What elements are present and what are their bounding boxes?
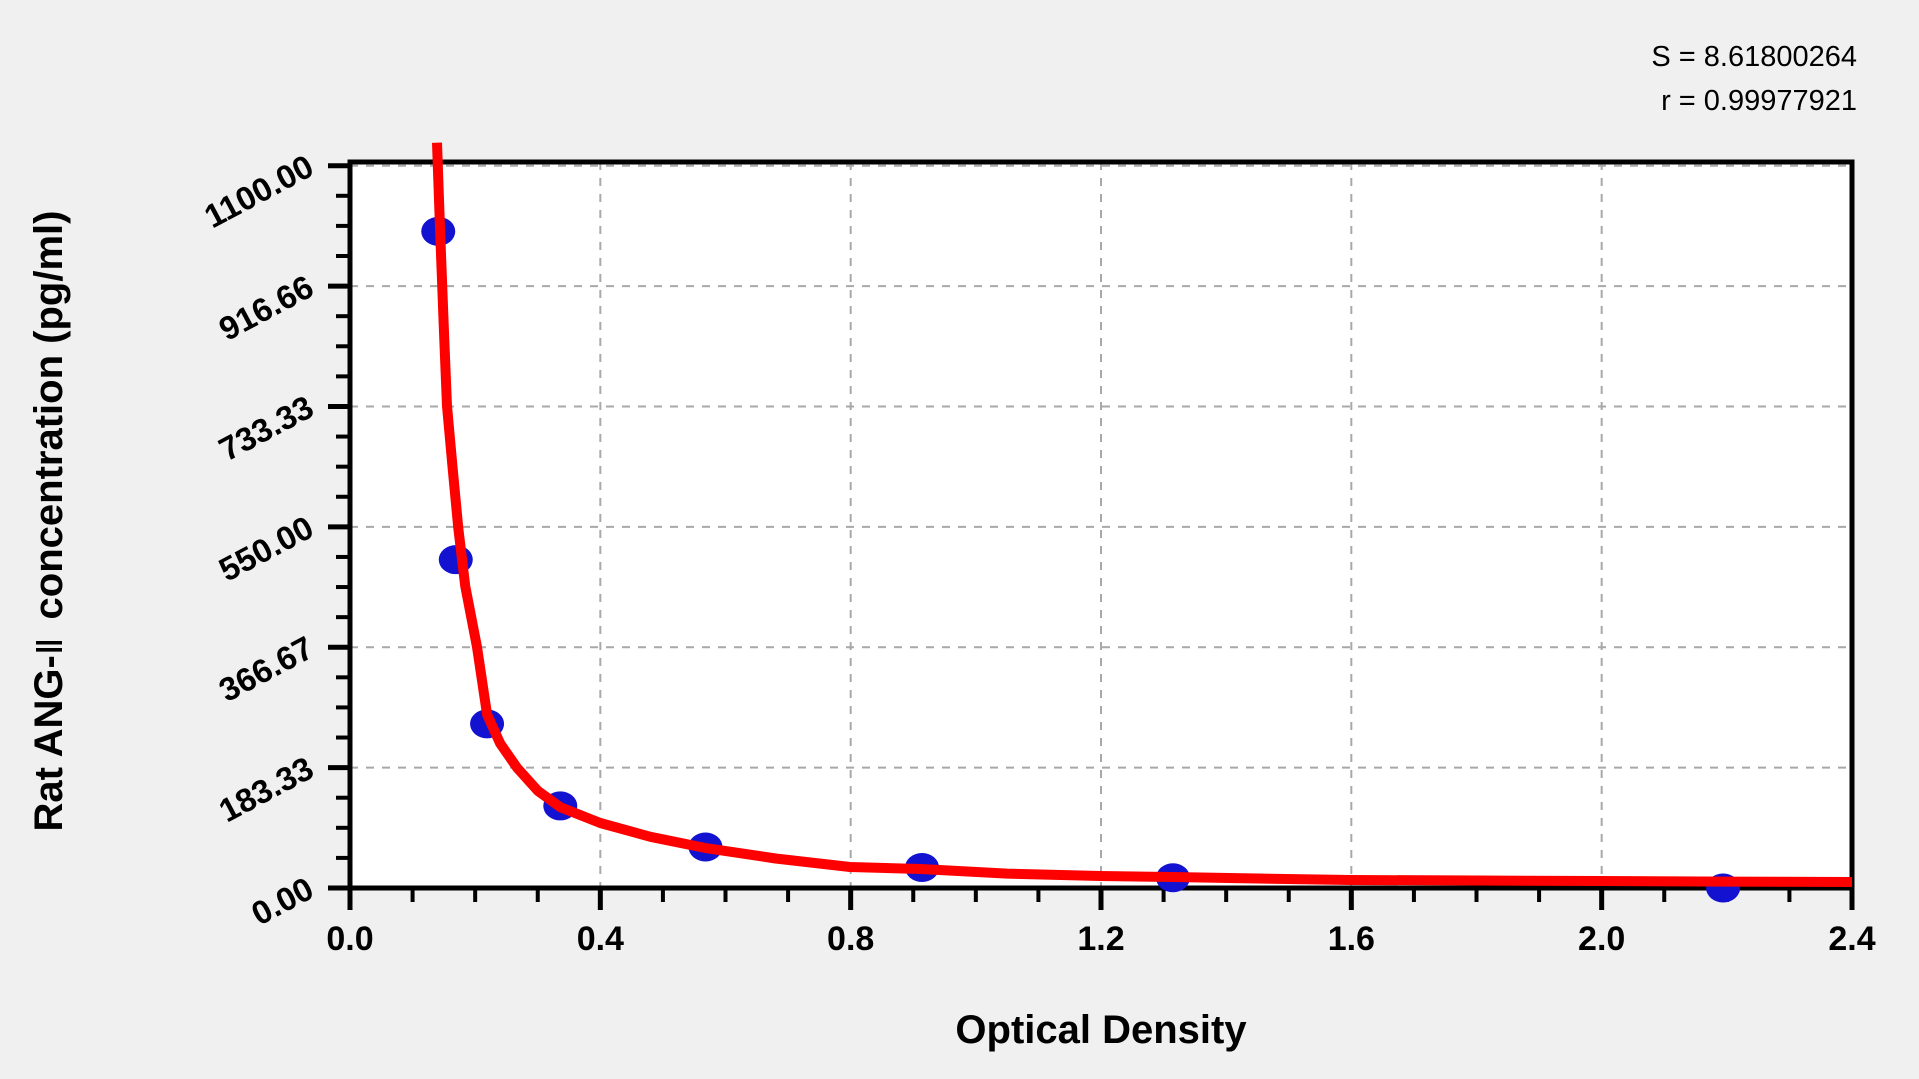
x-tick-label: 0.4 bbox=[577, 920, 624, 958]
y-tick-label: 183.33 bbox=[213, 749, 319, 829]
x-tick-label: 0.0 bbox=[326, 920, 373, 958]
stat-s-value: S = 8.61800264 bbox=[1651, 41, 1857, 73]
y-tick-label: 916.66 bbox=[213, 268, 319, 348]
y-tick-label: 1100.00 bbox=[198, 147, 319, 235]
y-tick-label: 733.33 bbox=[213, 388, 319, 468]
x-tick-label: 1.2 bbox=[1077, 920, 1124, 958]
y-tick-label: 0.00 bbox=[245, 870, 319, 933]
plot-background bbox=[350, 162, 1852, 888]
x-tick-label: 0.8 bbox=[827, 920, 874, 958]
y-axis-title-prefix: Rat ANG- bbox=[27, 655, 71, 831]
x-tick-label: 2.0 bbox=[1578, 920, 1625, 958]
y-axis-title-roman-numeral-II: Ⅱ bbox=[30, 637, 70, 655]
fit-curve bbox=[432, 142, 1853, 887]
stat-r-value: r = 0.99977921 bbox=[1661, 85, 1857, 117]
y-axis-title: Rat ANG-Ⅱconcentration (pg/ml) bbox=[27, 211, 71, 832]
x-tick-label: 2.4 bbox=[1828, 920, 1875, 958]
y-tick-label: 366.67 bbox=[213, 629, 319, 709]
plot-area bbox=[350, 162, 1852, 888]
axis-ticks bbox=[328, 163, 1855, 910]
gridlines bbox=[350, 162, 1853, 888]
x-axis-title: Optical Density bbox=[955, 1008, 1247, 1052]
x-tick-label: 1.6 bbox=[1328, 920, 1375, 958]
fit-curve-line bbox=[432, 142, 1853, 887]
y-tick-label: 550.00 bbox=[213, 508, 319, 588]
y-axis-title-suffix: concentration (pg/ml) bbox=[27, 211, 71, 620]
